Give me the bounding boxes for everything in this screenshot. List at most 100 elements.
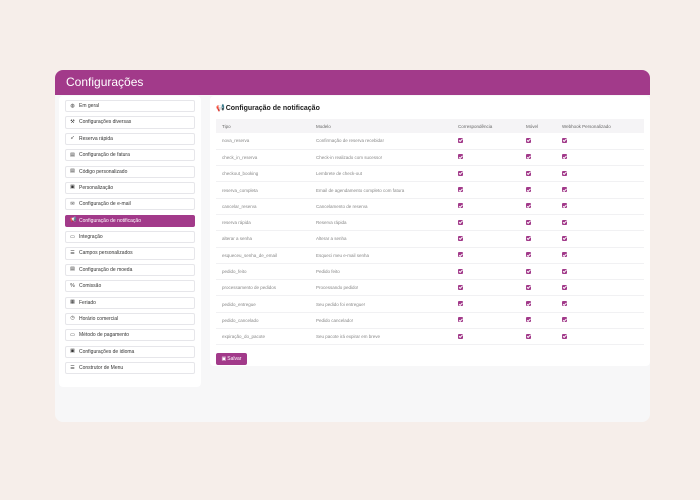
webhook-checkbox[interactable] [562,154,567,160]
correspondencia-checkbox[interactable] [458,235,463,241]
movel-checkbox[interactable] [526,317,531,323]
notification-template: Confirmação de reserva recebida! [310,133,452,150]
table-row: alterar a senha Alterar a senha [216,230,644,248]
sidebar-item[interactable]: ☰ Construtor de Menu [65,362,195,375]
sidebar-item-label: Código personalizado [79,168,128,175]
notification-template: Alterar a senha [310,230,452,248]
checkbox-cell [452,165,520,183]
checkbox-cell [452,247,520,264]
movel-checkbox[interactable] [526,235,531,241]
sidebar-item[interactable]: 📢 Configuração de notificação [65,214,195,227]
notification-type: esqueceu_senha_de_email [216,247,310,264]
correspondencia-checkbox[interactable] [458,203,463,209]
webhook-checkbox[interactable] [562,170,567,176]
notification-settings-panel: 📢 Configuração de notificação Tipo Model… [210,96,650,366]
checkbox-cell [556,133,644,150]
notification-type: cancelar_reserva [216,198,310,215]
save-button[interactable]: ▣ Salvar [216,353,247,366]
tools-icon: ⚒ [70,118,75,125]
checkbox-cell [520,181,556,199]
webhook-checkbox[interactable] [562,268,567,274]
sidebar-item[interactable]: ▣ Personalização [65,181,195,195]
correspondencia-checkbox[interactable] [458,268,463,274]
movel-checkbox[interactable] [526,187,531,193]
webhook-checkbox[interactable] [562,317,567,323]
table-row: esqueceu_senha_de_email Esqueci meu e-mai… [216,247,644,264]
webhook-checkbox[interactable] [562,301,567,307]
sidebar-item[interactable]: ▭ Método de pagamento [65,329,195,342]
sidebar-item-label: Feriado [79,299,96,306]
webhook-checkbox[interactable] [562,203,567,209]
sidebar-item[interactable]: ◷ Horário comercial [65,312,195,326]
correspondencia-checkbox[interactable] [458,317,463,323]
movel-checkbox[interactable] [526,137,531,143]
webhook-checkbox[interactable] [562,333,567,339]
sidebar-item[interactable]: ▣ Configurações de idioma [65,345,195,358]
correspondencia-checkbox[interactable] [458,301,463,307]
table-row: check_in_reserva Check-in realizado com s… [216,149,644,167]
movel-checkbox[interactable] [526,252,531,258]
checkbox-cell [520,165,556,183]
checkbox-cell [556,279,644,297]
webhook-checkbox[interactable] [562,284,567,290]
notification-template: Pedido feito [310,263,452,281]
notification-type: check_in_reserva [216,149,310,167]
webhook-checkbox[interactable] [562,187,567,193]
webhook-checkbox[interactable] [562,252,567,258]
sidebar-item[interactable]: % Comissão [65,280,195,293]
movel-checkbox[interactable] [526,284,531,290]
table-row: cancelar_reserva Cancelamento de reserva [216,198,644,215]
webhook-checkbox[interactable] [562,137,567,143]
sidebar-item-label: Configurações de idioma [79,348,135,355]
sidebar-item[interactable]: ◍ Em geral [65,100,195,113]
column-header-tipo: Tipo [216,119,310,133]
checkbox-cell [520,198,556,215]
sidebar-item-label: Configuração de fatura [79,152,130,159]
correspondencia-checkbox[interactable] [458,170,463,176]
sidebar-item[interactable]: ☰ Campos personalizados [65,247,195,260]
correspondencia-checkbox[interactable] [458,154,463,160]
sidebar-item[interactable]: ▤ Configuração de fatura [65,149,195,162]
sidebar-item[interactable]: ▤ Configuração de moeda [65,263,195,276]
checkbox-cell [556,165,644,183]
column-header-movel: Móvel [520,119,556,133]
movel-checkbox[interactable] [526,219,531,225]
notification-type: nova_reserva [216,133,310,150]
sidebar-item-label: Configuração de moeda [79,266,133,273]
sidebar-item[interactable]: ✉ Configuração de e-mail [65,198,195,211]
sidebar-item[interactable]: ⚒ Configurações diversas [65,116,195,129]
plug-icon: ▭ [70,233,75,240]
sidebar-item[interactable]: ▤ Código personalizado [65,165,195,178]
sidebar-item[interactable]: ▭ Integração [65,231,195,244]
correspondencia-checkbox[interactable] [458,284,463,290]
table-row: pedido_entregue Seu pedido foi entregue! [216,295,644,313]
correspondencia-checkbox[interactable] [458,219,463,225]
panel-title: 📢 Configuração de notificação [216,101,644,115]
webhook-checkbox[interactable] [562,219,567,225]
correspondencia-checkbox[interactable] [458,252,463,258]
webhook-checkbox[interactable] [562,235,567,241]
sidebar-item-label: Campos personalizados [79,250,133,257]
credit-card-icon: ▭ [70,331,75,338]
checkbox-cell [452,312,520,330]
correspondencia-checkbox[interactable] [458,187,463,193]
correspondencia-checkbox[interactable] [458,333,463,339]
movel-checkbox[interactable] [526,170,531,176]
column-header-webhook: Webhook Personalizado [556,119,644,133]
movel-checkbox[interactable] [526,154,531,160]
notification-template: Seu pacote irá expirar em breve [310,328,452,346]
column-header-correspondencia: Correspondência [452,119,520,133]
sidebar-item-label: Configuração de notificação [79,217,141,224]
movel-checkbox[interactable] [526,301,531,307]
list-icon: ☰ [70,249,75,256]
sidebar-item[interactable]: ➶ Reserva rápida [65,132,195,145]
sidebar-item[interactable]: ▦ Feriado [65,296,195,309]
movel-checkbox[interactable] [526,268,531,274]
table-row: pedido_cancelado Pedido cancelado! [216,312,644,330]
movel-checkbox[interactable] [526,333,531,339]
percent-icon: % [70,282,75,289]
movel-checkbox[interactable] [526,203,531,209]
notification-template: Esqueci meu e-mail senha [310,247,452,264]
checkbox-cell [452,230,520,248]
correspondencia-checkbox[interactable] [458,137,463,143]
